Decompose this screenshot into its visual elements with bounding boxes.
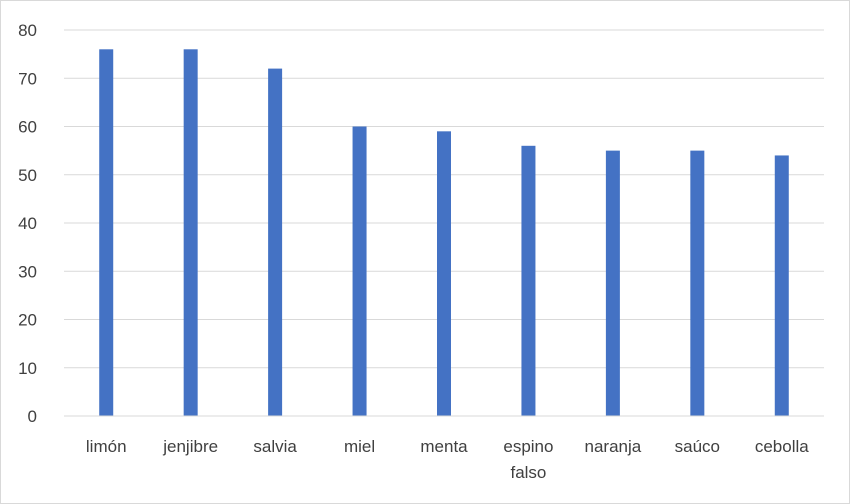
bar-1 — [183, 49, 198, 417]
bars — [99, 49, 789, 417]
y-tick-label: 50 — [18, 166, 37, 185]
bar-5 — [521, 145, 536, 417]
x-category-label: menta — [420, 437, 468, 456]
y-tick-label: 20 — [18, 311, 37, 330]
bar-7 — [690, 150, 705, 416]
y-tick-label: 10 — [18, 359, 37, 378]
x-category-label: saúco — [675, 437, 720, 456]
x-axis-category-labels: limón jenjibre salvia miel menta espino falso n… — [86, 437, 809, 482]
x-category-label: cebolla — [755, 437, 809, 456]
y-tick-label: 0 — [28, 407, 37, 426]
bar-8 — [774, 155, 789, 416]
y-tick-label: 60 — [18, 118, 37, 137]
y-tick-label: 40 — [18, 214, 37, 233]
x-category-label: naranja — [585, 437, 642, 456]
x-category-label: miel — [344, 437, 375, 456]
y-tick-label: 80 — [18, 21, 37, 40]
bar-4 — [437, 131, 451, 416]
bar-6 — [605, 150, 620, 416]
x-category-label: limón — [86, 437, 127, 456]
x-category-label: salvia — [253, 437, 297, 456]
x-category-label: jenjibre — [162, 437, 218, 456]
y-tick-label: 30 — [18, 262, 37, 281]
y-tick-label: 70 — [18, 69, 37, 88]
bar-2 — [268, 68, 283, 416]
bar-3 — [352, 126, 367, 416]
x-category-label: espino falso — [503, 437, 553, 482]
bar-0 — [99, 49, 114, 417]
y-axis-tick-labels: 0 10 20 30 40 50 60 70 80 — [18, 21, 37, 426]
